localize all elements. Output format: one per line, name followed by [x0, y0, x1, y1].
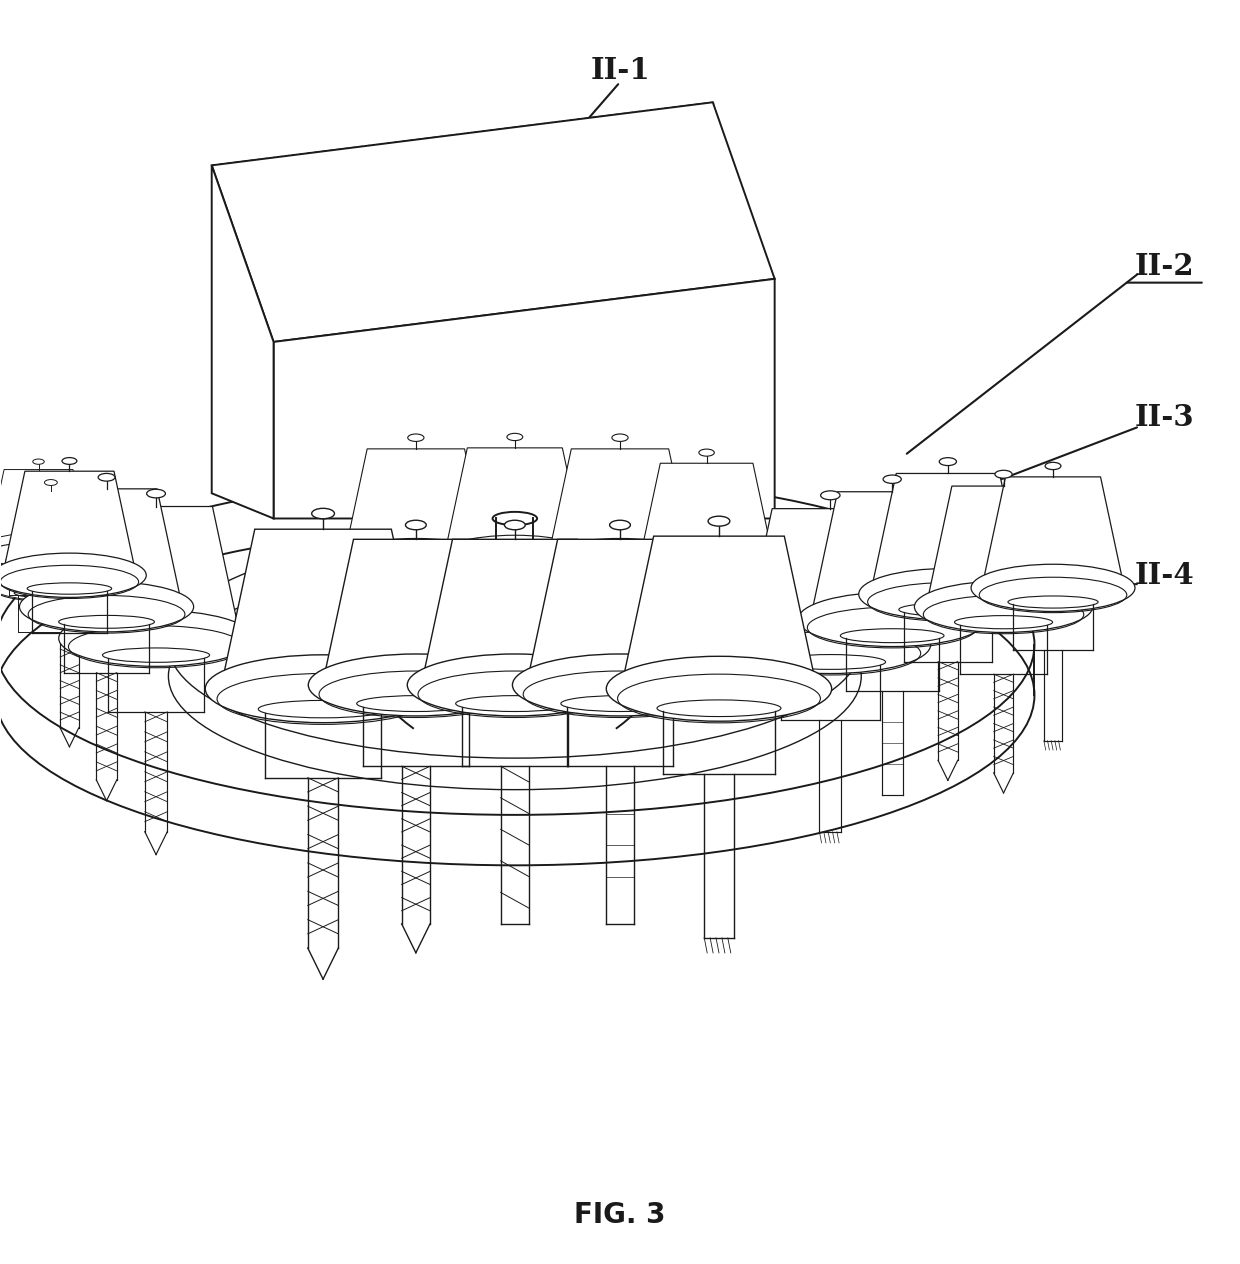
Ellipse shape: [433, 535, 596, 583]
Polygon shape: [527, 540, 713, 685]
Polygon shape: [743, 508, 918, 645]
Polygon shape: [221, 530, 425, 689]
Ellipse shape: [708, 516, 730, 526]
Text: II-1: II-1: [590, 57, 650, 85]
Ellipse shape: [98, 474, 115, 482]
Ellipse shape: [206, 655, 441, 723]
Polygon shape: [621, 536, 817, 689]
Polygon shape: [212, 102, 775, 343]
Ellipse shape: [58, 611, 253, 666]
Ellipse shape: [45, 479, 57, 485]
Ellipse shape: [883, 475, 901, 483]
Ellipse shape: [0, 474, 1034, 815]
Ellipse shape: [407, 653, 622, 715]
Ellipse shape: [62, 458, 77, 464]
Ellipse shape: [699, 449, 714, 456]
Polygon shape: [31, 489, 182, 607]
Polygon shape: [72, 507, 241, 638]
Ellipse shape: [626, 549, 786, 594]
Ellipse shape: [606, 656, 832, 722]
Ellipse shape: [611, 434, 629, 441]
Ellipse shape: [730, 616, 931, 674]
Ellipse shape: [1045, 463, 1061, 470]
Polygon shape: [810, 492, 975, 619]
Ellipse shape: [409, 554, 620, 623]
Ellipse shape: [799, 593, 987, 647]
Polygon shape: [444, 447, 587, 559]
Polygon shape: [322, 540, 510, 685]
Polygon shape: [2, 471, 136, 575]
Polygon shape: [274, 279, 775, 518]
Polygon shape: [926, 487, 1081, 607]
Ellipse shape: [146, 489, 165, 498]
Ellipse shape: [512, 653, 728, 715]
Text: FIG. 3: FIG. 3: [574, 1201, 666, 1229]
Text: II-4: II-4: [1135, 561, 1194, 590]
Ellipse shape: [391, 490, 639, 573]
Polygon shape: [547, 449, 693, 562]
Ellipse shape: [311, 508, 335, 518]
Polygon shape: [637, 463, 776, 571]
Polygon shape: [342, 449, 489, 562]
Ellipse shape: [505, 521, 526, 530]
Polygon shape: [0, 492, 109, 581]
Ellipse shape: [20, 581, 193, 632]
Polygon shape: [0, 469, 91, 550]
Polygon shape: [422, 540, 609, 685]
Ellipse shape: [405, 521, 427, 530]
Ellipse shape: [914, 581, 1092, 632]
Text: II-2: II-2: [1135, 252, 1194, 281]
Ellipse shape: [332, 538, 500, 586]
Ellipse shape: [859, 569, 1037, 619]
Ellipse shape: [994, 470, 1012, 478]
Ellipse shape: [32, 459, 45, 464]
Ellipse shape: [536, 538, 704, 586]
Ellipse shape: [0, 554, 146, 598]
Ellipse shape: [408, 434, 424, 441]
Ellipse shape: [610, 521, 630, 530]
Ellipse shape: [971, 564, 1135, 612]
Polygon shape: [870, 474, 1025, 594]
Ellipse shape: [0, 533, 98, 568]
Text: II-3: II-3: [1135, 403, 1194, 432]
Ellipse shape: [309, 653, 523, 715]
Ellipse shape: [507, 434, 523, 441]
Ellipse shape: [0, 562, 118, 600]
Ellipse shape: [939, 458, 956, 465]
Polygon shape: [212, 166, 274, 518]
Polygon shape: [982, 477, 1125, 588]
Ellipse shape: [821, 490, 839, 499]
